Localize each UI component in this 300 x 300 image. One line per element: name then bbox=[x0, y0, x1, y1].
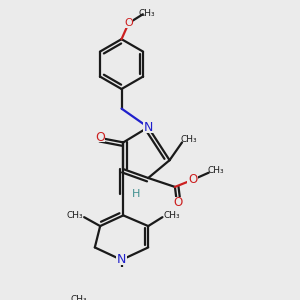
Text: O: O bbox=[124, 18, 133, 28]
FancyBboxPatch shape bbox=[124, 19, 133, 28]
Text: N: N bbox=[117, 254, 126, 266]
Text: CH₃: CH₃ bbox=[138, 9, 155, 18]
Text: CH₃: CH₃ bbox=[67, 211, 83, 220]
FancyBboxPatch shape bbox=[171, 197, 182, 206]
FancyBboxPatch shape bbox=[95, 134, 106, 142]
FancyBboxPatch shape bbox=[143, 122, 154, 133]
Text: O: O bbox=[188, 173, 197, 186]
Text: CH₃: CH₃ bbox=[163, 211, 180, 220]
FancyBboxPatch shape bbox=[188, 175, 198, 184]
Text: H: H bbox=[132, 189, 140, 199]
FancyBboxPatch shape bbox=[116, 254, 127, 265]
Text: O: O bbox=[95, 131, 105, 145]
Text: N: N bbox=[143, 121, 153, 134]
Text: O: O bbox=[174, 196, 183, 209]
Text: CH₃: CH₃ bbox=[181, 135, 197, 144]
Text: CH₃: CH₃ bbox=[70, 296, 87, 300]
FancyBboxPatch shape bbox=[131, 190, 140, 199]
Text: CH₃: CH₃ bbox=[208, 167, 224, 176]
